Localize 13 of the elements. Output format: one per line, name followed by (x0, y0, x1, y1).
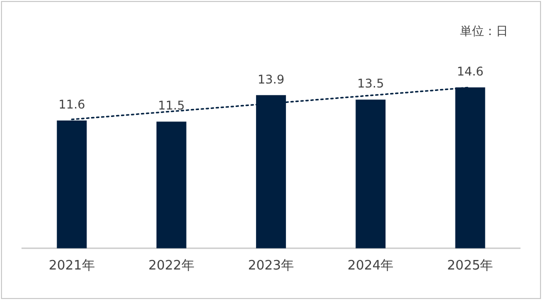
data-label: 11.6 (58, 98, 86, 112)
x-tick-label: 2025年 (447, 258, 494, 274)
bar (356, 100, 386, 248)
x-tick-label: 2024年 (348, 258, 394, 274)
x-tick-label: 2022年 (148, 258, 194, 274)
data-label: 13.9 (258, 72, 284, 86)
bar (156, 122, 186, 248)
data-label: 11.5 (158, 98, 185, 113)
x-tick-label: 2021年 (48, 258, 95, 274)
text: 単位：日 (460, 24, 508, 38)
x-tick-label: 2023年 (248, 258, 294, 274)
data-label: 13.5 (357, 76, 384, 91)
data-label: 14.6 (456, 64, 484, 79)
